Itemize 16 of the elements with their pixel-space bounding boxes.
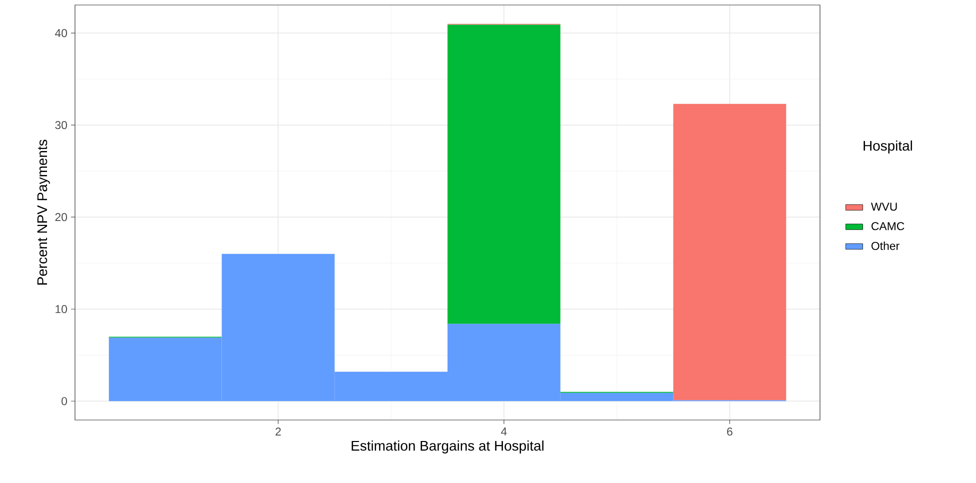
y-tick-label: 30 (55, 121, 68, 130)
bar (673, 104, 786, 400)
y-tick-label: 0 (62, 397, 68, 406)
y-tick-label: 40 (55, 29, 68, 38)
bar (448, 24, 560, 324)
y-tick-label: 10 (56, 305, 68, 314)
x-tick-label: 2 (276, 428, 281, 436)
legend-label: WVU (870, 202, 897, 211)
legend-label: CAMC (872, 222, 904, 230)
y-axis-title: Percent NPV Payments (37, 140, 50, 285)
legend-label: Other (871, 242, 900, 250)
x-tick-label: 6 (727, 428, 732, 436)
legend-title: Hospital (864, 140, 912, 154)
x-axis-title: Estimation Bargains at Hospital (352, 440, 544, 454)
y-tick-label: 20 (55, 213, 68, 222)
x-tick-label: 4 (501, 428, 507, 436)
